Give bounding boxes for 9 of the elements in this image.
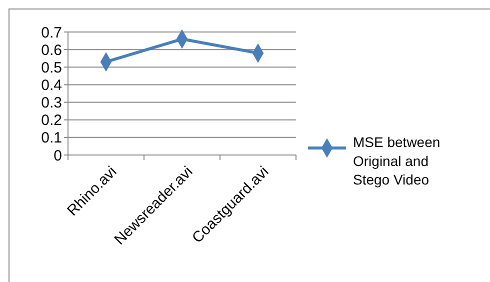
y-tick-label: 0.4: [41, 76, 62, 94]
legend-label: MSE between Original and Stego Video: [353, 134, 440, 188]
y-tick-label: 0.3: [41, 94, 62, 112]
y-tick-label: 0.6: [41, 42, 62, 59]
y-tick-label: 0.7: [41, 24, 62, 42]
y-tick-label: 0: [54, 147, 62, 164]
y-tick-label: 0.2: [41, 112, 62, 130]
y-tick-label: 0.5: [41, 59, 62, 76]
y-tick-label: 0.1: [41, 130, 62, 147]
